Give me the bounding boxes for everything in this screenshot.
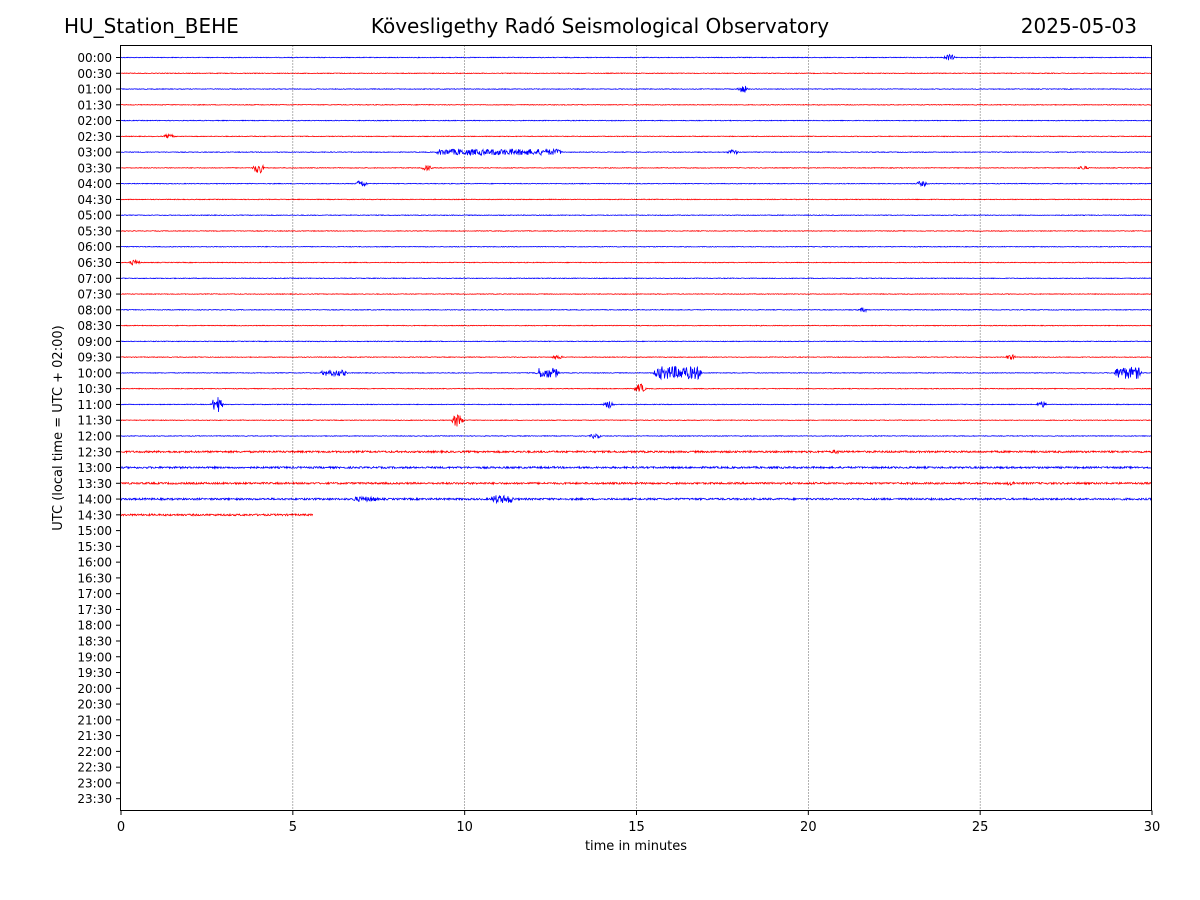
y-tick-label: 10:30: [77, 382, 112, 396]
y-tick-label: 14:00: [77, 493, 112, 507]
chart-date: 2025-05-03: [1020, 14, 1137, 38]
y-tick-label: 11:00: [77, 398, 112, 412]
y-tick-label: 04:00: [77, 177, 112, 191]
y-tick-label: 11:30: [77, 414, 112, 428]
y-tick-label: 15:30: [77, 540, 112, 554]
trace-0300: [120, 147, 1153, 157]
y-tick-label: 10:00: [77, 366, 112, 380]
y-tick-label: 18:00: [77, 619, 112, 633]
y-tick-label: 06:00: [77, 240, 112, 254]
y-tick-label: 03:00: [77, 146, 112, 160]
minute-gridlines: [292, 45, 981, 811]
y-tick-label: 12:00: [77, 429, 112, 443]
chart-title: Kövesligethy Radó Seismological Observat…: [370, 14, 830, 38]
y-tick-label: 23:30: [77, 792, 112, 806]
y-tick-label: 16:00: [77, 556, 112, 570]
trace-0630: [120, 258, 1153, 266]
y-tick-label: 03:30: [77, 161, 112, 175]
x-tick-label: 10: [456, 820, 473, 835]
y-tick-label: 20:30: [77, 698, 112, 712]
y-tick-label: 02:00: [77, 114, 112, 128]
trace-1230: [121, 449, 1153, 455]
trace-0130: [120, 103, 1153, 106]
y-tick-label: 06:30: [77, 256, 112, 270]
y-tick-label: 15:00: [77, 524, 112, 538]
plot-frame: [120, 45, 1152, 811]
y-tick-label: 12:30: [77, 445, 112, 459]
x-tick-label: 30: [1144, 820, 1161, 835]
y-tick-label: 01:00: [77, 83, 112, 97]
trace-0530: [120, 229, 1153, 232]
trace-0700: [120, 277, 1153, 280]
trace-0900: [120, 340, 1153, 343]
x-axis-ticks: 0 5 10 15 20 25 30: [117, 810, 1161, 835]
y-tick-label: 13:30: [77, 477, 112, 491]
y-tick-label: 07:00: [77, 272, 112, 286]
trace-0930: [120, 354, 1153, 361]
y-tick-label: 19:30: [77, 666, 112, 680]
trace-1100: [120, 397, 1153, 412]
station-name: HU_Station_BEHE: [64, 14, 239, 38]
x-tick-label: 5: [289, 820, 297, 835]
y-tick-label: 19:00: [77, 650, 112, 664]
y-tick-label: 23:00: [77, 776, 112, 790]
y-tick-label: 05:30: [77, 224, 112, 238]
y-tick-label: 00:30: [77, 67, 112, 81]
trace-1430: [120, 512, 314, 517]
x-tick-label: 25: [972, 820, 989, 835]
y-tick-label: 17:00: [77, 587, 112, 601]
y-tick-label: 22:30: [77, 761, 112, 775]
x-axis-label: time in minutes: [585, 839, 687, 854]
y-tick-label: 21:00: [77, 713, 112, 727]
x-tick-label: 0: [117, 820, 125, 835]
y-tick-label: 00:00: [77, 51, 112, 65]
y-tick-label: 13:00: [77, 461, 112, 475]
y-tick-label: 07:30: [77, 288, 112, 302]
y-tick-label: 16:30: [77, 571, 112, 585]
y-tick-label: 20:00: [77, 682, 112, 696]
x-tick-label: 20: [800, 820, 817, 835]
trace-0100: [120, 85, 1153, 93]
y-tick-label: 05:00: [77, 209, 112, 223]
trace-0500: [120, 214, 1153, 217]
y-tick-label: 08:30: [77, 319, 112, 333]
y-tick-label: 14:30: [77, 508, 112, 522]
y-tick-label: 21:30: [77, 729, 112, 743]
y-tick-label: 02:30: [77, 130, 112, 144]
y-tick-label: 18:30: [77, 634, 112, 648]
y-tick-label: 08:00: [77, 303, 112, 317]
trace-1300: [120, 465, 1153, 470]
y-tick-label: 17:30: [77, 603, 112, 617]
y-tick-label: 09:30: [77, 351, 112, 365]
trace-1330: [120, 480, 1153, 486]
y-tick-label: 01:30: [77, 98, 112, 112]
y-tick-label: 09:00: [77, 335, 112, 349]
x-tick-label: 15: [628, 820, 645, 835]
trace-0330: [120, 163, 1153, 174]
trace-0730: [120, 293, 1153, 296]
y-axis-label: UTC (local time = UTC + 02:00): [51, 325, 66, 530]
y-tick-label: 04:30: [77, 193, 112, 207]
y-tick-label: 22:00: [77, 745, 112, 759]
